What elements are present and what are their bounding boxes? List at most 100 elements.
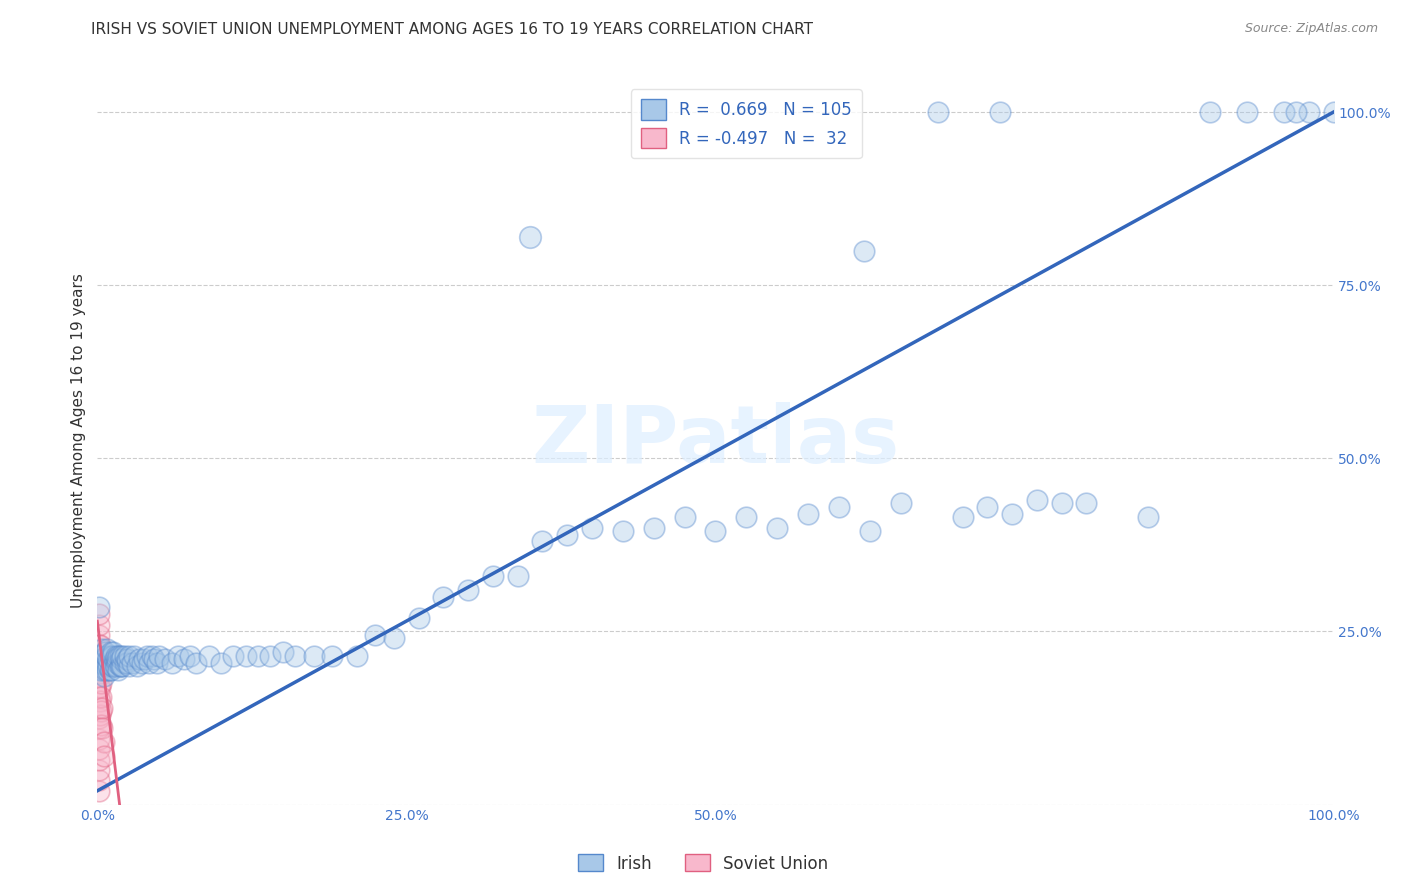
Point — [531, 534, 554, 549]
Point — [131, 656, 153, 670]
Point — [87, 648, 110, 663]
Legend: Irish, Soviet Union: Irish, Soviet Union — [571, 847, 835, 880]
Point — [110, 652, 132, 666]
Point — [87, 773, 110, 788]
Point — [271, 645, 294, 659]
Point — [173, 652, 195, 666]
Point — [97, 659, 120, 673]
Point — [186, 656, 208, 670]
Point — [90, 676, 112, 690]
Point — [90, 690, 112, 705]
Point — [115, 652, 138, 666]
Point — [104, 652, 127, 666]
Point — [1137, 510, 1160, 524]
Point — [87, 700, 110, 714]
Point — [103, 645, 125, 659]
Point — [643, 520, 665, 534]
Point — [91, 722, 114, 736]
Point — [284, 648, 307, 663]
Point — [927, 105, 949, 120]
Point — [321, 648, 343, 663]
Point — [87, 638, 110, 652]
Point — [111, 659, 134, 673]
Point — [89, 652, 111, 666]
Point — [104, 648, 127, 663]
Point — [87, 742, 110, 756]
Point — [87, 711, 110, 725]
Point — [107, 648, 129, 663]
Point — [143, 652, 166, 666]
Point — [135, 648, 157, 663]
Point — [97, 652, 120, 666]
Point — [101, 659, 124, 673]
Point — [209, 656, 232, 670]
Point — [235, 648, 257, 663]
Point — [91, 700, 114, 714]
Point — [302, 648, 325, 663]
Point — [197, 648, 219, 663]
Point — [89, 680, 111, 694]
Point — [976, 500, 998, 514]
Point — [87, 784, 110, 798]
Point — [104, 659, 127, 673]
Point — [673, 510, 696, 524]
Point — [859, 524, 882, 538]
Point — [482, 569, 505, 583]
Point — [98, 663, 121, 677]
Point — [1001, 507, 1024, 521]
Point — [952, 510, 974, 524]
Text: IRISH VS SOVIET UNION UNEMPLOYMENT AMONG AGES 16 TO 19 YEARS CORRELATION CHART: IRISH VS SOVIET UNION UNEMPLOYMENT AMONG… — [91, 22, 814, 37]
Point — [141, 648, 163, 663]
Point — [612, 524, 634, 538]
Point — [91, 663, 114, 677]
Point — [90, 656, 112, 670]
Point — [118, 659, 141, 673]
Point — [93, 749, 115, 764]
Point — [93, 669, 115, 683]
Point — [96, 641, 118, 656]
Point — [100, 663, 122, 677]
Point — [94, 659, 117, 673]
Point — [110, 659, 132, 673]
Point — [735, 510, 758, 524]
Point — [118, 648, 141, 663]
Point — [94, 645, 117, 659]
Point — [94, 648, 117, 663]
Point — [506, 569, 529, 583]
Point — [704, 524, 727, 538]
Point — [89, 694, 111, 708]
Point — [115, 656, 138, 670]
Point — [125, 659, 148, 673]
Point — [87, 690, 110, 705]
Point — [87, 607, 110, 622]
Point — [98, 648, 121, 663]
Point — [90, 704, 112, 718]
Point — [797, 507, 820, 521]
Point — [852, 244, 875, 258]
Point — [114, 656, 136, 670]
Point — [105, 656, 128, 670]
Point — [91, 641, 114, 656]
Point — [1322, 105, 1344, 120]
Point — [121, 656, 143, 670]
Text: Source: ZipAtlas.com: Source: ZipAtlas.com — [1244, 22, 1378, 36]
Point — [145, 656, 167, 670]
Point — [1050, 496, 1073, 510]
Point — [1285, 105, 1308, 120]
Point — [1298, 105, 1320, 120]
Point — [1199, 105, 1222, 120]
Point — [346, 648, 368, 663]
Point — [890, 496, 912, 510]
Point — [1236, 105, 1258, 120]
Point — [87, 617, 110, 632]
Point — [100, 645, 122, 659]
Point — [87, 753, 110, 767]
Point — [93, 652, 115, 666]
Text: ZIPatlas: ZIPatlas — [531, 402, 900, 480]
Point — [108, 659, 131, 673]
Point — [457, 582, 479, 597]
Point — [166, 648, 188, 663]
Point — [259, 648, 281, 663]
Y-axis label: Unemployment Among Ages 16 to 19 years: Unemployment Among Ages 16 to 19 years — [72, 274, 86, 608]
Point — [128, 652, 150, 666]
